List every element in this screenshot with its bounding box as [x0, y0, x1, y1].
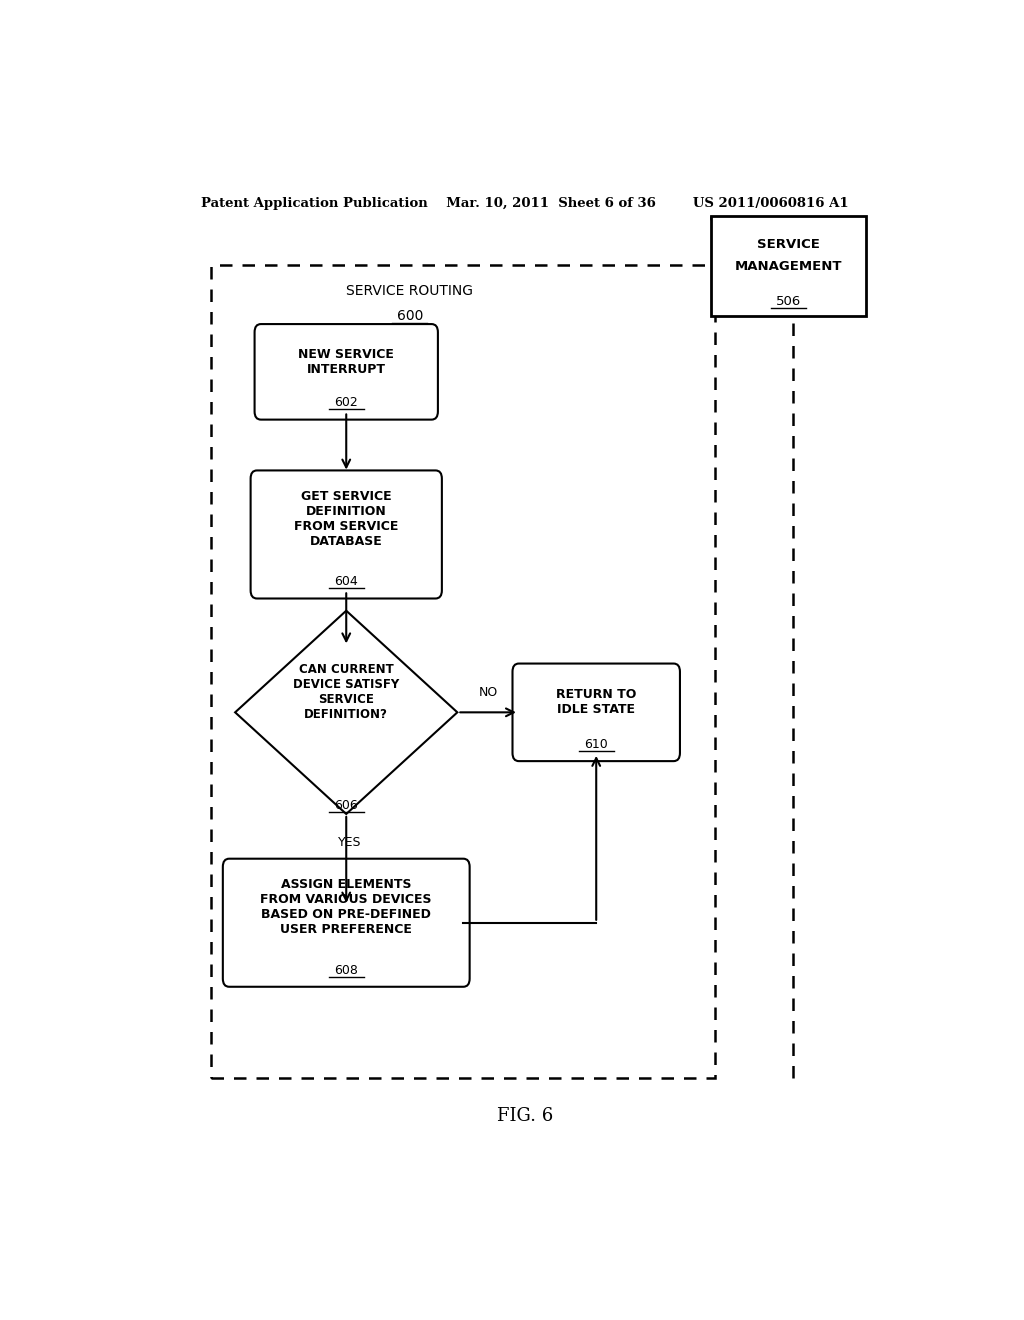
- Text: RETURN TO
IDLE STATE: RETURN TO IDLE STATE: [556, 688, 636, 717]
- Text: NO: NO: [478, 685, 498, 698]
- Text: 610: 610: [585, 738, 608, 751]
- Text: 604: 604: [335, 576, 358, 589]
- Text: YES: YES: [339, 836, 361, 849]
- Text: SERVICE ROUTING: SERVICE ROUTING: [346, 284, 473, 297]
- Polygon shape: [236, 611, 458, 814]
- FancyBboxPatch shape: [512, 664, 680, 762]
- Text: GET SERVICE
DEFINITION
FROM SERVICE
DATABASE: GET SERVICE DEFINITION FROM SERVICE DATA…: [294, 490, 398, 548]
- Bar: [712, 216, 866, 315]
- Text: FIG. 6: FIG. 6: [497, 1107, 553, 1125]
- FancyBboxPatch shape: [255, 325, 438, 420]
- Text: ASSIGN ELEMENTS
FROM VARIOUS DEVICES
BASED ON PRE-DEFINED
USER PREFERENCE: ASSIGN ELEMENTS FROM VARIOUS DEVICES BAS…: [260, 879, 432, 936]
- Text: CAN CURRENT
DEVICE SATISFY
SERVICE
DEFINITION?: CAN CURRENT DEVICE SATISFY SERVICE DEFIN…: [293, 663, 399, 721]
- Text: 600: 600: [396, 309, 423, 323]
- Text: Patent Application Publication    Mar. 10, 2011  Sheet 6 of 36        US 2011/00: Patent Application Publication Mar. 10, …: [201, 197, 849, 210]
- FancyBboxPatch shape: [223, 859, 470, 987]
- Text: 606: 606: [335, 799, 358, 812]
- Text: SERVICE: SERVICE: [757, 238, 820, 251]
- Text: NEW SERVICE
INTERRUPT: NEW SERVICE INTERRUPT: [298, 347, 394, 376]
- FancyBboxPatch shape: [251, 470, 442, 598]
- Bar: [211, 265, 715, 1078]
- Text: MANAGEMENT: MANAGEMENT: [735, 260, 843, 273]
- Text: 506: 506: [776, 294, 802, 308]
- Text: 602: 602: [335, 396, 358, 409]
- Text: 608: 608: [334, 964, 358, 977]
